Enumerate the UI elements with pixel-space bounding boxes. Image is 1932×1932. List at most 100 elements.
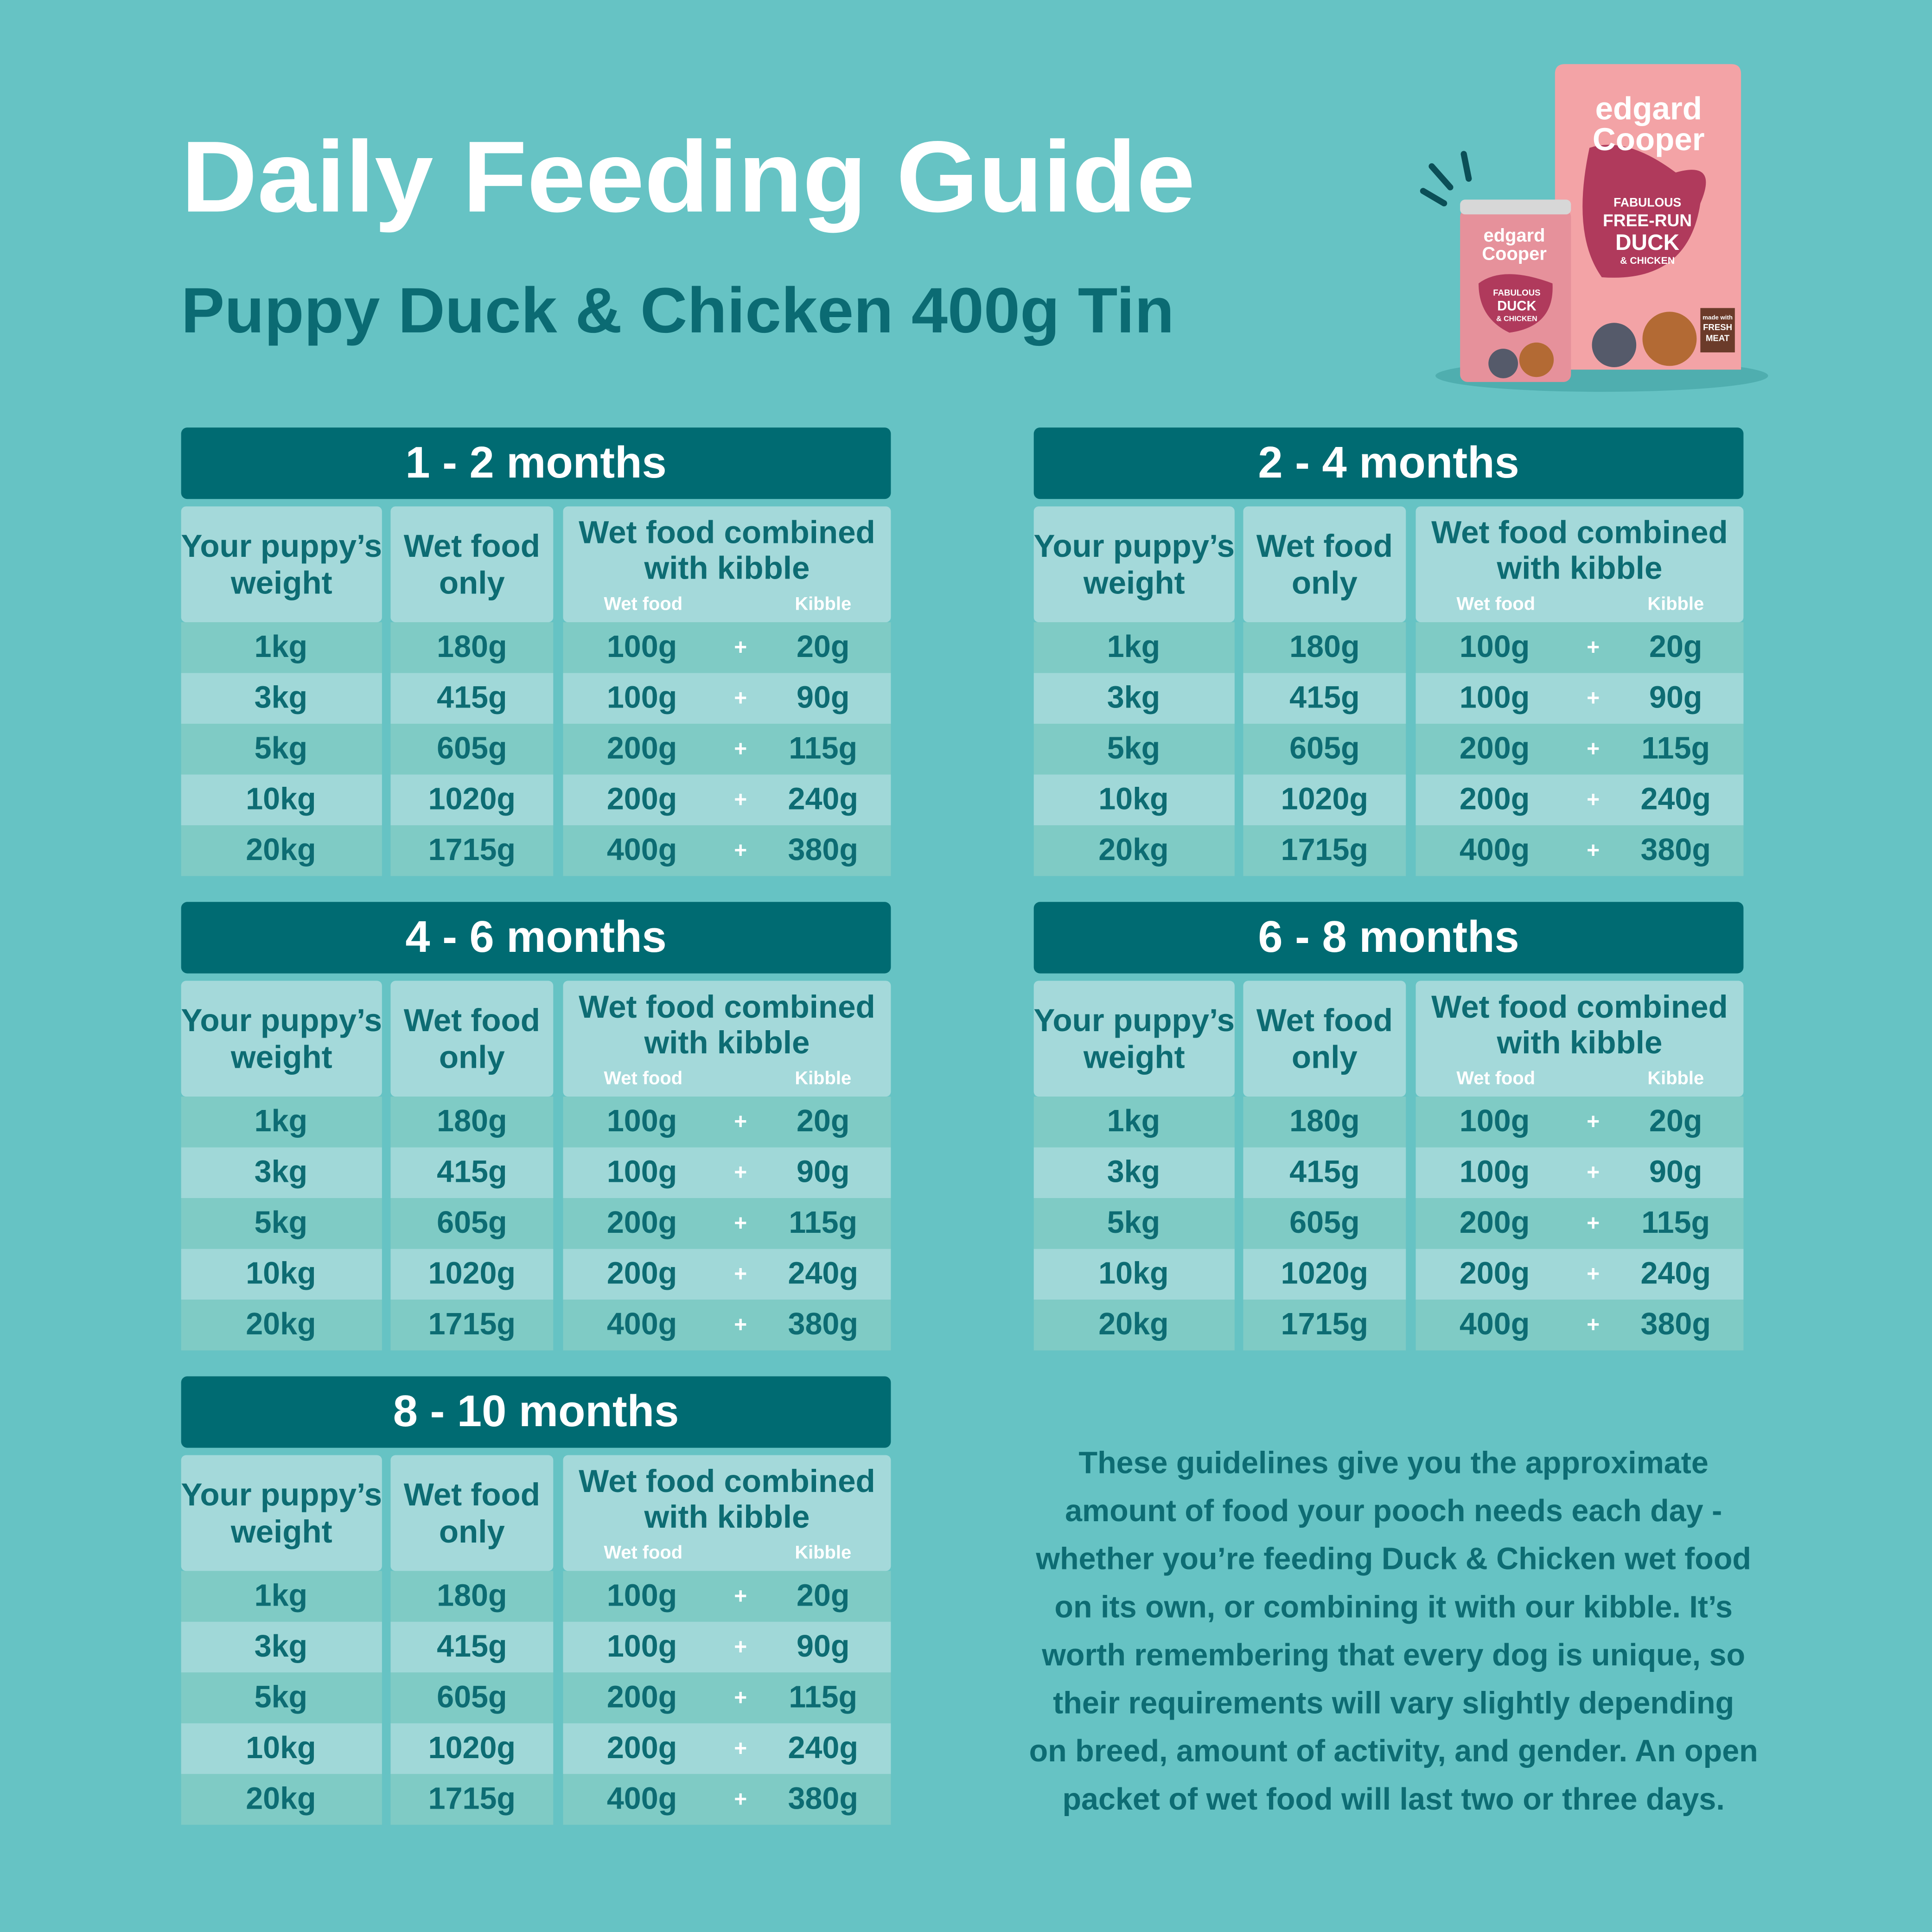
row-cell <box>563 1097 891 1148</box>
cell-value: 180g <box>437 1578 507 1613</box>
row-cell <box>181 1300 382 1351</box>
bag-label: DUCK <box>1615 230 1680 255</box>
column-header: with kibble <box>1496 550 1662 586</box>
cell-value: 180g <box>1289 1104 1359 1138</box>
row-cell <box>181 1249 382 1300</box>
cell-value: 90g <box>797 1155 849 1189</box>
row-cell <box>390 622 554 673</box>
row-cell <box>1243 1249 1406 1300</box>
plus-sign: + <box>734 1787 747 1811</box>
column-header: with kibble <box>644 550 810 586</box>
table-title-bar <box>1033 902 1744 974</box>
row-cell <box>390 774 554 826</box>
column-header: Your puppy’s <box>181 528 382 564</box>
motion-line <box>1428 163 1454 191</box>
plus-sign: + <box>1587 1262 1600 1287</box>
cell-value: 605g <box>437 1680 507 1714</box>
cell-value: 20kg <box>1098 1307 1168 1341</box>
cell-value: 20g <box>1649 630 1702 664</box>
row-cell <box>1243 1300 1406 1351</box>
cell-value: 90g <box>797 1629 849 1664</box>
row-cell <box>1033 622 1235 673</box>
row-cell <box>390 1147 554 1199</box>
bag-label: FREE-RUN <box>1603 210 1692 230</box>
sub-header: Wet food <box>604 593 682 614</box>
column-header: Wet food combined <box>579 514 875 550</box>
cell-value: 20g <box>797 1104 849 1138</box>
cell-value: 200g <box>1460 1205 1530 1240</box>
cell-value: 20g <box>1649 1104 1702 1138</box>
cell-value: 1kg <box>255 1578 307 1613</box>
cell-value: 20g <box>797 1578 849 1613</box>
dog <box>1488 349 1518 378</box>
subtitle: Puppy Duck & Chicken 400g Tin <box>181 275 1174 346</box>
cell-value: 20kg <box>246 833 316 867</box>
row-cell <box>390 1097 554 1148</box>
row-cell <box>563 724 891 775</box>
cell-value: 100g <box>1460 1104 1530 1138</box>
sub-header: Kibble <box>1647 593 1704 614</box>
note-line: on breed, amount of activity, and gender… <box>1029 1734 1758 1768</box>
cell-value: 100g <box>607 680 677 714</box>
header-cell <box>390 506 554 623</box>
plus-sign: + <box>1587 737 1600 761</box>
cell-value: 100g <box>1460 680 1530 714</box>
column-header: Your puppy’s <box>1033 1002 1235 1038</box>
cell-value: 380g <box>788 1781 858 1816</box>
cell-value: 10kg <box>246 1731 316 1765</box>
column-header: Wet food combined <box>1431 988 1728 1025</box>
plus-sign: + <box>734 788 747 812</box>
cell-value: 200g <box>607 782 677 816</box>
header-cell <box>563 981 891 1097</box>
dog <box>1592 323 1637 367</box>
row-cell <box>563 1774 891 1825</box>
cell-value: 400g <box>1460 1307 1530 1341</box>
row-cell <box>563 622 891 673</box>
cell-value: 240g <box>788 1256 858 1291</box>
plus-sign: + <box>734 1262 747 1287</box>
note-line: amount of food your pooch needs each day… <box>1065 1494 1722 1528</box>
column-header: Wet food combined <box>579 988 875 1025</box>
cell-value: 100g <box>607 1578 677 1613</box>
cell-value: 20g <box>797 630 849 664</box>
cell-value: 1020g <box>428 782 516 816</box>
header-cell <box>1243 981 1406 1097</box>
row-cell <box>1243 825 1406 876</box>
duck-shape <box>1582 145 1706 278</box>
row-cell <box>1033 1147 1235 1199</box>
row-cell <box>1416 673 1744 724</box>
cell-value: 605g <box>1289 1205 1359 1240</box>
cell-value: 180g <box>437 630 507 664</box>
row-cell <box>181 1097 382 1148</box>
row-cell <box>181 673 382 724</box>
column-header: Your puppy’s <box>1033 528 1235 564</box>
cell-value: 200g <box>607 731 677 765</box>
cell-value: 415g <box>1289 1155 1359 1189</box>
row-cell <box>1416 1198 1744 1249</box>
cell-value: 1020g <box>1281 782 1368 816</box>
row-cell <box>390 1672 554 1723</box>
cell-value: 1kg <box>1107 1104 1160 1138</box>
cell-value: 3kg <box>1107 1155 1160 1189</box>
column-header: with kibble <box>644 1498 810 1535</box>
row-cell <box>390 1249 554 1300</box>
cell-value: 605g <box>437 731 507 765</box>
row-cell <box>1243 774 1406 826</box>
cell-value: 10kg <box>246 1256 316 1291</box>
cell-value: 180g <box>1289 630 1359 664</box>
sub-header: Kibble <box>1647 1068 1704 1089</box>
row-cell <box>563 774 891 826</box>
row-cell <box>1243 1198 1406 1249</box>
column-header: Wet food <box>404 1476 540 1512</box>
cell-value: 415g <box>437 680 507 714</box>
column-header: Your puppy’s <box>181 1002 382 1038</box>
plus-sign: + <box>1587 635 1600 660</box>
header-cell <box>1416 981 1744 1097</box>
row-cell <box>1033 1300 1235 1351</box>
column-header: Wet food <box>1256 528 1393 564</box>
header-cell <box>181 506 382 623</box>
badge-text: made with <box>1702 314 1733 321</box>
cell-value: 1020g <box>1281 1256 1368 1291</box>
